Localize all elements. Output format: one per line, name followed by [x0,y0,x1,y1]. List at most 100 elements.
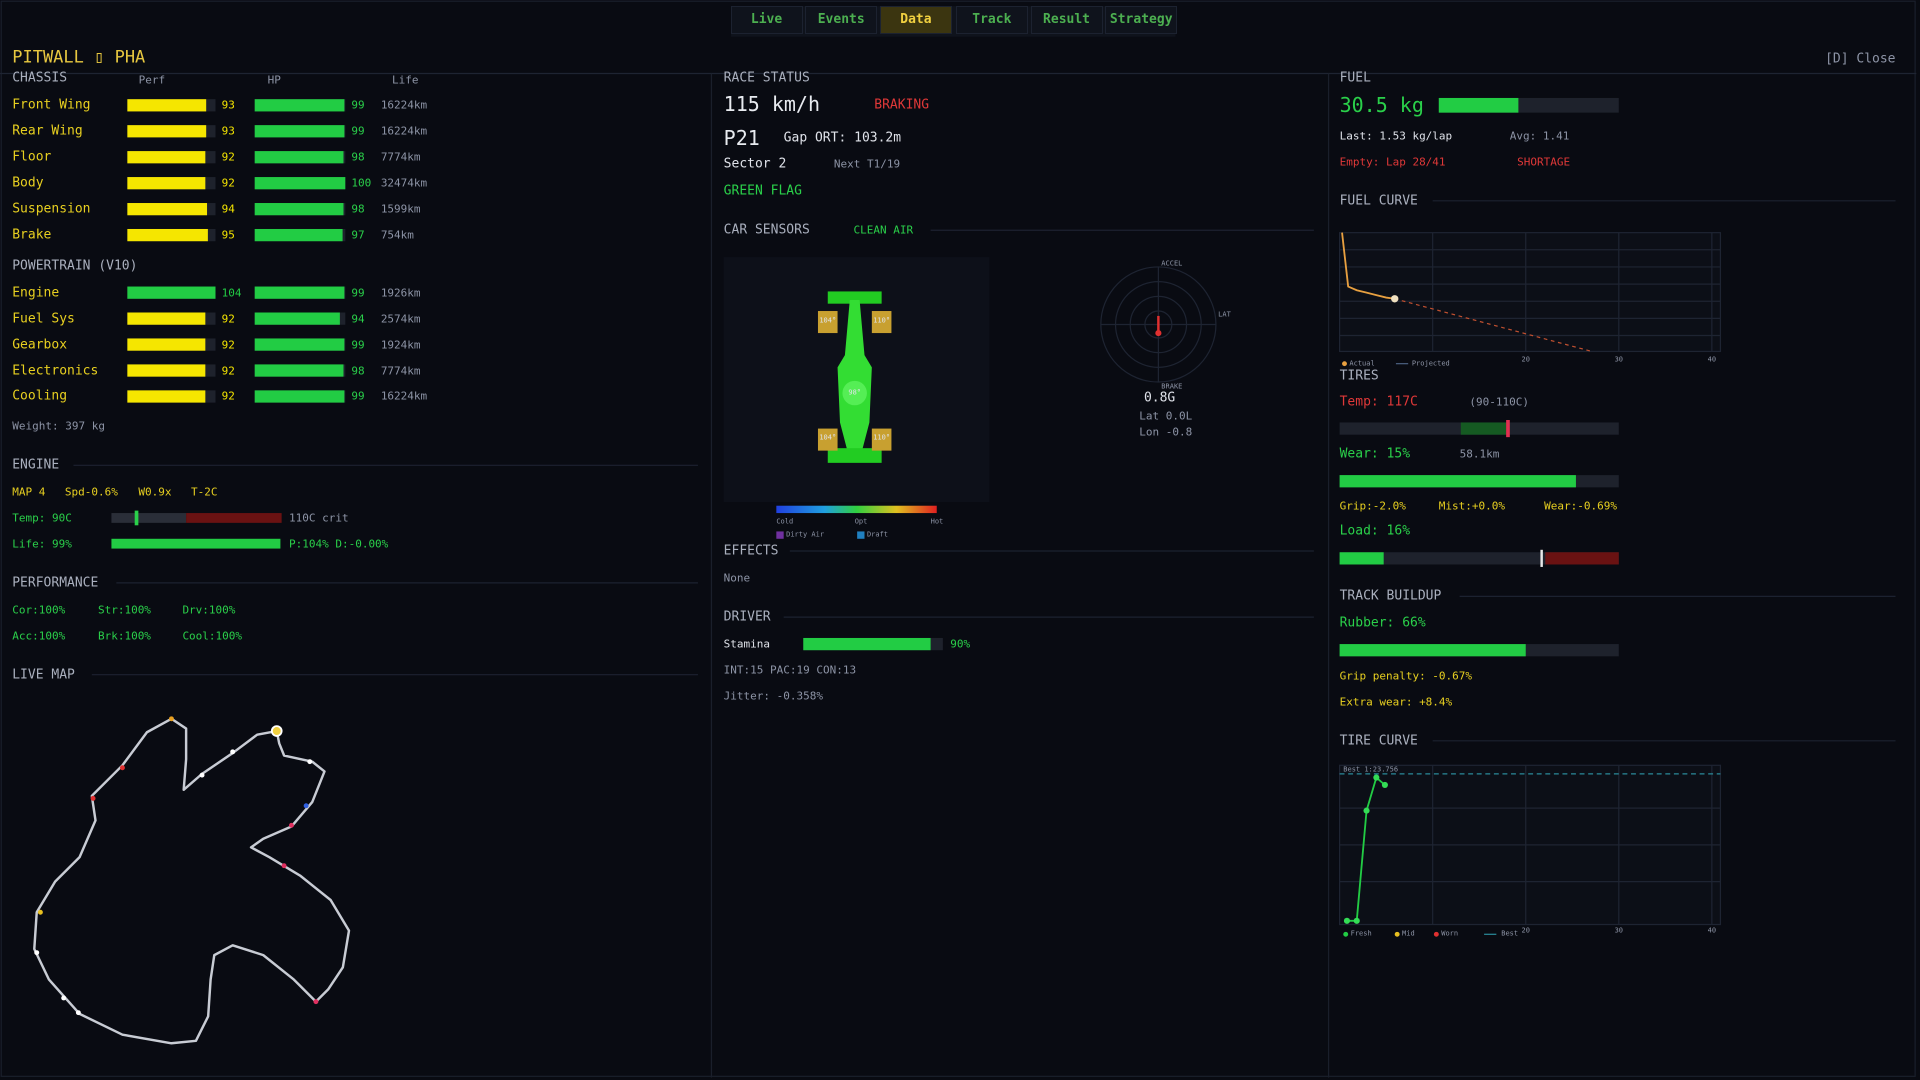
performance-item: Cool:100% [182,629,243,642]
perf-value: 93 [221,124,235,138]
legend-label: Projected [1411,359,1450,368]
section-title: CHASSIS [12,70,68,86]
tab[interactable]: Track [955,6,1028,35]
section-title: TIRES [1339,368,1379,384]
tire-temp: Temp: 117C [1339,394,1418,410]
engine-setting: Spd-0.6% [64,485,118,499]
component-name: Brake [12,227,52,243]
perf-value: 92 [221,176,235,190]
tab[interactable]: Live [730,6,803,35]
hp-bar [254,312,340,325]
fuel-empty: Empty: Lap 28/41 [1339,155,1446,169]
scale-label: Cold [776,517,794,526]
tire-temp: 104° [819,316,837,325]
wear-bar [1339,475,1576,488]
perf-value: 92 [221,312,235,326]
hp-bar [254,338,345,351]
tab[interactable]: Strategy [1105,6,1178,35]
engine-temp: Temp: 90C [12,511,72,525]
section-title: RACE STATUS [723,70,810,86]
hp-value: 100 [351,176,372,190]
hp-bar [254,99,345,112]
tab[interactable]: Events [805,6,878,35]
perf-value: 92 [221,338,235,352]
life-value: 7774km [380,364,421,378]
life-value: 2574km [380,312,421,326]
fuel-projected [1394,298,1593,353]
hp-value: 99 [351,124,365,138]
legend-label: Dirty Air [786,530,825,539]
perf-bar [127,177,206,190]
tab[interactable]: Result [1030,6,1103,35]
perf-value: 92 [221,150,235,164]
scale-label: Opt [854,517,868,526]
tire-load: Load: 16% [1339,523,1411,539]
component-name: Body [12,175,44,191]
perf-value: 95 [221,228,235,242]
legend-swatch [1343,931,1349,937]
life-value: 7774km [380,150,421,164]
component-name: Cooling [12,388,68,404]
column-header: Perf [138,73,166,87]
component-name: Engine [12,285,60,301]
sector: Sector 2 [723,156,787,172]
tire-lap-points [1343,774,1388,924]
g-force: 0.8G [1143,390,1176,406]
perf-bar [127,228,208,242]
effects-value: None [723,571,751,585]
life-value: 16224km [380,124,428,138]
close-button[interactable]: [D] Close [1825,51,1896,67]
section-title: POWERTRAIN (V10) [12,258,138,274]
stamina-bar [803,637,931,651]
tire-temp: 104° [819,433,837,442]
fuel-current [1391,295,1399,303]
tire-range: (90-110C) [1469,395,1529,409]
life-value: 754km [380,228,414,242]
section-rules [73,200,1896,742]
hp-bar [254,177,346,190]
speed: 115 km/h [723,92,820,117]
tab[interactable]: Data [879,6,952,35]
hp-value: 99 [351,98,365,112]
section-title: EFFECTS [723,543,779,559]
section-title: LIVE MAP [12,667,75,683]
tire-temp: 110° [873,316,891,325]
legend-swatch [1433,931,1439,937]
rubber-bar [1339,644,1526,657]
section-title: TRACK BUILDUP [1339,588,1442,604]
performance-item: Acc:100% [12,629,66,642]
temp-crit-zone [186,513,282,523]
fuel-chart-grid [1338,232,1722,353]
perf-bar [127,312,206,325]
fuel-warning: SHORTAGE [1517,155,1571,169]
component-name: Floor [12,149,52,165]
column-header: HP [267,73,281,87]
component-name: Front Wing [12,97,91,113]
engine-crit: 110C crit [288,511,349,525]
component-name: Electronics [12,363,99,379]
life-value: 1926km [380,286,421,300]
load-marker [1540,549,1543,567]
tire-chart-grid [1338,764,1722,926]
stamina-value: 90% [950,637,971,651]
perf-bar [127,99,207,112]
hp-bar [254,203,344,216]
section-title: FUEL CURVE [1339,193,1418,209]
fuel-avg: Avg: 1.41 [1509,129,1570,143]
tire-distance: 58.1km [1459,447,1500,461]
x-tick-label: 40 [1707,926,1717,935]
legend-swatch [1342,361,1347,367]
perf-value: 92 [221,364,235,378]
gap: Gap ORT: 103.2m [783,130,902,146]
g-axis-label: ACCEL [1161,259,1183,268]
temp-marker [134,510,139,526]
hp-bar [254,151,344,164]
perf-value: 94 [221,202,235,216]
section-title: PERFORMANCE [12,575,99,591]
engine-life: Life: 99% [12,537,72,551]
tire-temp: 110° [873,433,891,442]
next-turn: Next T1/19 [833,157,901,171]
life-value: 16224km [380,389,428,403]
